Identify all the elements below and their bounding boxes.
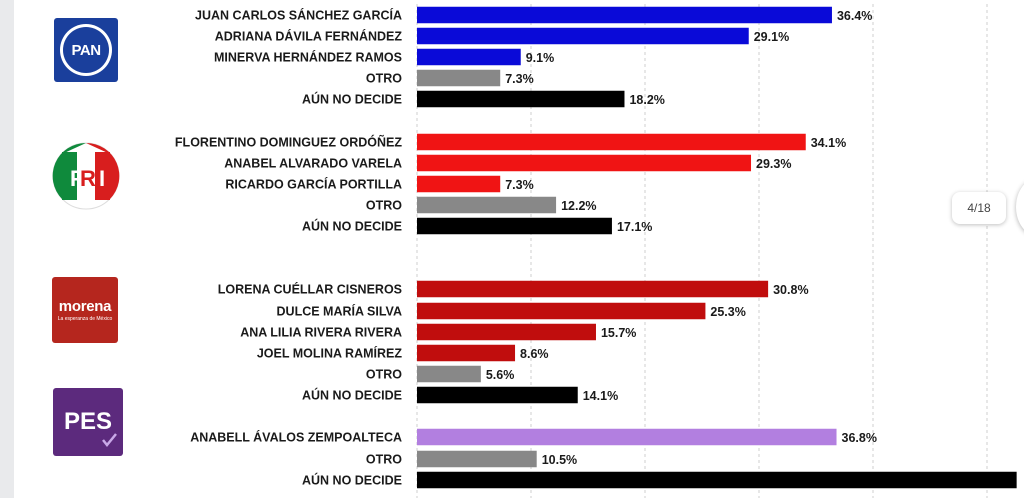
data-label: 36.8% <box>842 431 877 445</box>
bar-label: MINERVA HERNÁNDEZ RAMOS <box>214 50 402 65</box>
data-label: 5.6% <box>486 368 514 382</box>
page-indicator[interactable]: 4/18 <box>952 192 1006 224</box>
bar-label: AÚN NO DECIDE <box>302 219 402 234</box>
data-label: 25.3% <box>710 305 745 319</box>
bar <box>417 196 557 214</box>
data-label: 14.1% <box>583 389 618 403</box>
pan-logo-text: PAN <box>63 27 109 73</box>
bar-label: RICARDO GARCÍA PORTILLA <box>225 177 402 192</box>
data-label: 30.8% <box>773 283 808 297</box>
bar-label: OTRO <box>366 72 402 86</box>
bar <box>417 386 578 404</box>
bar <box>417 6 832 24</box>
bar-label: AÚN NO DECIDE <box>302 388 402 403</box>
bar <box>417 302 706 320</box>
data-label: 36.4% <box>837 9 872 23</box>
bar <box>417 450 537 468</box>
bar <box>417 323 596 341</box>
pri-letter-i: I <box>99 166 105 191</box>
pes-logo: PES <box>53 388 123 456</box>
data-label: 29.3% <box>756 157 791 171</box>
bar-label: JOEL MOLINA RAMÍREZ <box>257 346 403 361</box>
pan-logo: PAN <box>54 18 118 82</box>
morena-logo-subtext: La esperanza de México <box>57 316 113 322</box>
scroll-handle[interactable] <box>1016 178 1024 236</box>
bar <box>417 48 521 66</box>
bar-chart: JUAN CARLOS SÁNCHEZ GARCÍA 36.4% ADRIANA D… <box>175 4 1017 498</box>
bar <box>417 365 481 383</box>
pri-logo: P R I <box>50 142 122 210</box>
data-label: 12.2% <box>561 199 596 213</box>
data-label: 29.1% <box>754 30 789 44</box>
morena-logo: morena La esperanza de México <box>52 277 118 343</box>
check-icon <box>102 433 117 447</box>
data-label: 7.3% <box>505 72 533 86</box>
bar-label: ANABELL ÁVALOS ZEMPOALTECA <box>190 430 402 445</box>
pri-letter-p: P <box>70 166 85 191</box>
bar <box>417 175 501 193</box>
bar-label: ANABEL ALVARADO VARELA <box>224 157 402 171</box>
data-label: 7.3% <box>505 178 533 192</box>
data-label: 8.6% <box>520 347 549 361</box>
pes-logo-text: PES <box>63 408 113 435</box>
document-viewer: JUAN CARLOS SÁNCHEZ GARCÍA 36.4% ADRIANA D… <box>14 0 1024 498</box>
bar <box>417 428 837 446</box>
data-label: 15.7% <box>601 326 636 340</box>
bar-label: OTRO <box>366 199 402 213</box>
bar <box>417 217 612 235</box>
morena-logo-text: morena <box>58 298 112 315</box>
bar <box>417 27 749 45</box>
bar-label: ADRIANA DÁVILA FERNÁNDEZ <box>215 29 403 44</box>
bar <box>417 471 1017 489</box>
bar-label: OTRO <box>366 453 402 467</box>
bar-label: OTRO <box>366 368 402 382</box>
data-label: 17.1% <box>617 220 652 234</box>
bar-label: AÚN NO DECIDE <box>302 92 402 107</box>
bar-label: DULCE MARÍA SILVA <box>277 304 402 319</box>
data-label: 18.2% <box>629 93 664 107</box>
bar <box>417 344 516 362</box>
pri-letter-r: R <box>80 166 96 191</box>
bar-label: AÚN NO DECIDE <box>302 473 402 488</box>
bar-label: FLORENTINO DOMINGUEZ ORDÓÑEZ <box>175 135 402 150</box>
bar-label: ANA LILIA RIVERA RIVERA <box>240 326 402 340</box>
data-label: 34.1% <box>811 136 846 150</box>
bar <box>417 154 752 172</box>
bar-label: LORENA CUÉLLAR CISNEROS <box>218 282 402 297</box>
bar <box>417 280 769 298</box>
bar <box>417 69 501 87</box>
bar-label: JUAN CARLOS SÁNCHEZ GARCÍA <box>195 8 402 23</box>
bar <box>417 90 625 108</box>
bar <box>417 133 806 151</box>
data-label: 10.5% <box>542 453 577 467</box>
data-label: 9.1% <box>526 51 555 65</box>
